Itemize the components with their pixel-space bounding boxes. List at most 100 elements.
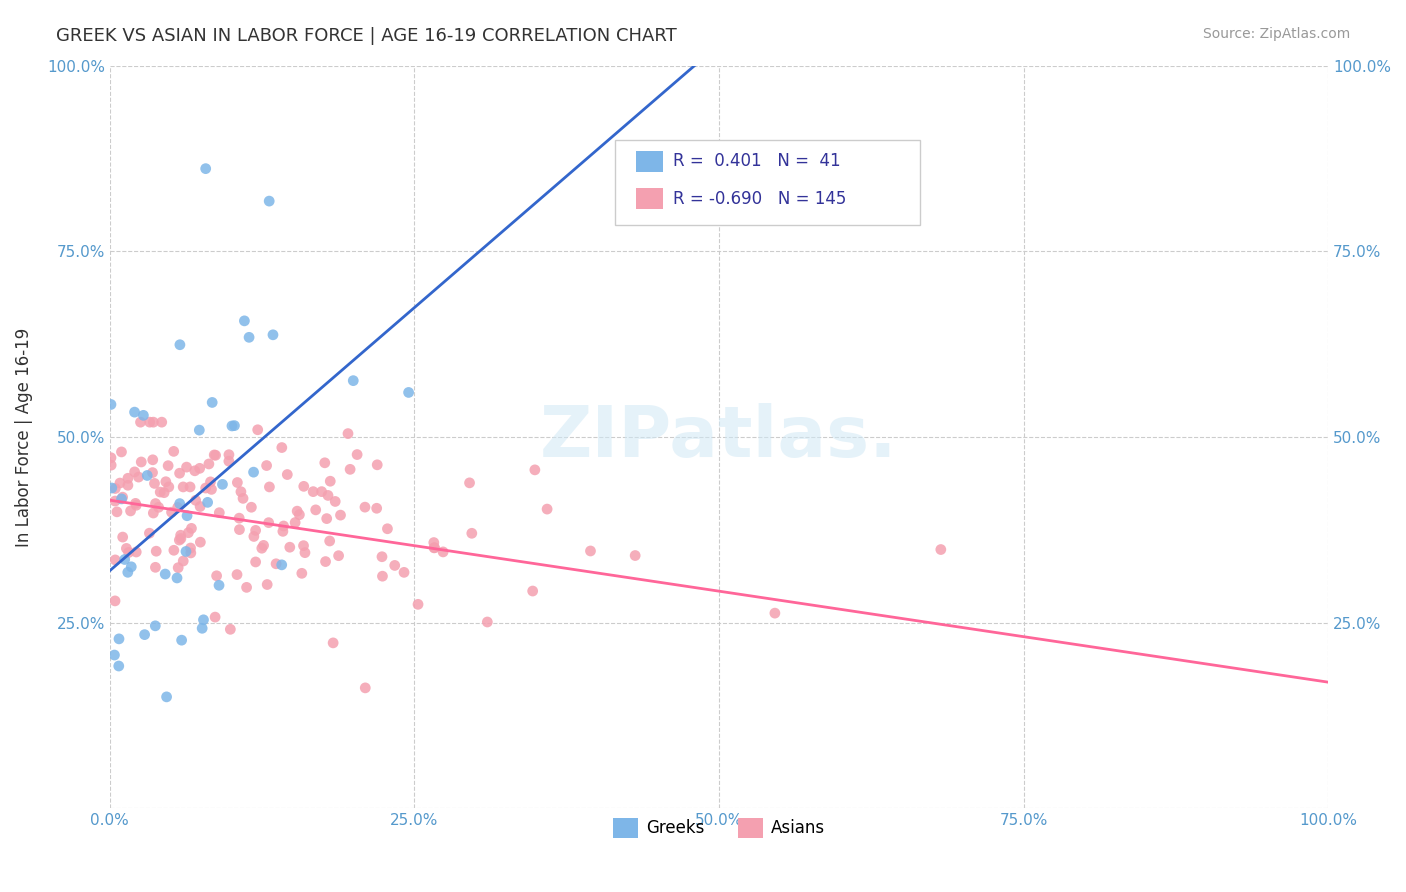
Point xyxy=(150,415,173,429)
Point xyxy=(100,450,122,465)
Point xyxy=(257,516,280,530)
Point xyxy=(142,452,165,467)
Point xyxy=(315,511,337,525)
Point xyxy=(201,395,224,409)
Point xyxy=(180,521,202,535)
Point xyxy=(148,500,170,515)
Point xyxy=(398,385,420,400)
Point xyxy=(288,508,311,522)
Point xyxy=(208,578,231,592)
Point xyxy=(193,613,215,627)
Point xyxy=(423,541,446,555)
FancyBboxPatch shape xyxy=(616,140,920,226)
Point xyxy=(194,481,217,495)
Point xyxy=(107,659,129,673)
Point xyxy=(311,484,333,499)
Point xyxy=(423,535,446,549)
Point xyxy=(246,423,269,437)
Text: Source: ZipAtlas.com: Source: ZipAtlas.com xyxy=(1202,27,1350,41)
Point xyxy=(125,498,148,512)
Point xyxy=(105,505,128,519)
Point xyxy=(180,546,202,560)
Point xyxy=(371,569,394,583)
Point xyxy=(332,47,354,62)
Point xyxy=(229,484,252,499)
Point xyxy=(188,423,211,437)
Point xyxy=(104,594,127,608)
Point xyxy=(170,532,193,546)
Point xyxy=(314,456,336,470)
Point xyxy=(285,504,308,518)
Point xyxy=(163,543,186,558)
Point xyxy=(166,500,188,515)
Point xyxy=(176,508,198,523)
Text: R = -0.690   N = 145: R = -0.690 N = 145 xyxy=(672,190,846,208)
Point xyxy=(270,441,292,455)
Point xyxy=(124,496,146,510)
Point xyxy=(339,462,361,476)
Point xyxy=(136,468,159,483)
Point xyxy=(218,448,240,462)
Point xyxy=(232,491,254,506)
Point xyxy=(240,500,263,515)
Point xyxy=(271,524,294,539)
Point xyxy=(104,482,127,496)
Point xyxy=(235,580,257,594)
Point xyxy=(354,500,377,515)
Point xyxy=(138,526,160,541)
Point xyxy=(104,553,127,567)
Point xyxy=(226,567,249,582)
Point xyxy=(200,483,222,497)
Point xyxy=(169,497,191,511)
Point xyxy=(142,506,165,520)
Point xyxy=(342,374,364,388)
Point xyxy=(103,648,125,662)
Point xyxy=(190,535,212,549)
Point xyxy=(145,497,167,511)
Point xyxy=(270,558,292,572)
Point xyxy=(233,314,256,328)
Point xyxy=(461,526,484,541)
Point xyxy=(346,448,368,462)
Point xyxy=(184,464,207,478)
Text: ZIPatlas.: ZIPatlas. xyxy=(540,402,898,472)
Point xyxy=(153,485,176,500)
Point xyxy=(172,480,194,494)
Point xyxy=(114,552,136,566)
Point xyxy=(163,444,186,458)
Point xyxy=(204,610,226,624)
Point xyxy=(166,571,188,585)
Point xyxy=(111,490,134,504)
Point xyxy=(256,458,278,473)
Point xyxy=(221,419,243,434)
Point xyxy=(149,485,172,500)
Point xyxy=(129,455,152,469)
Point xyxy=(536,502,558,516)
Point xyxy=(377,522,399,536)
Point xyxy=(318,534,340,549)
Point xyxy=(128,470,150,484)
Point xyxy=(406,598,429,612)
Point xyxy=(124,465,146,479)
Point xyxy=(219,623,242,637)
Point xyxy=(155,567,177,582)
Point xyxy=(108,632,131,646)
Point xyxy=(176,460,198,475)
Point xyxy=(198,457,221,471)
Point xyxy=(184,493,207,508)
Point xyxy=(264,557,287,571)
Point xyxy=(224,418,246,433)
Point xyxy=(188,461,211,475)
Point xyxy=(423,541,446,555)
Point xyxy=(134,627,156,641)
Y-axis label: In Labor Force | Age 16-19: In Labor Force | Age 16-19 xyxy=(15,327,32,547)
Point xyxy=(763,606,786,620)
Point xyxy=(328,549,350,563)
Point xyxy=(228,523,250,537)
Point xyxy=(172,554,194,568)
Bar xyxy=(636,151,662,172)
Point xyxy=(278,540,301,554)
Point xyxy=(305,503,328,517)
Point xyxy=(157,458,180,473)
Point xyxy=(208,506,231,520)
